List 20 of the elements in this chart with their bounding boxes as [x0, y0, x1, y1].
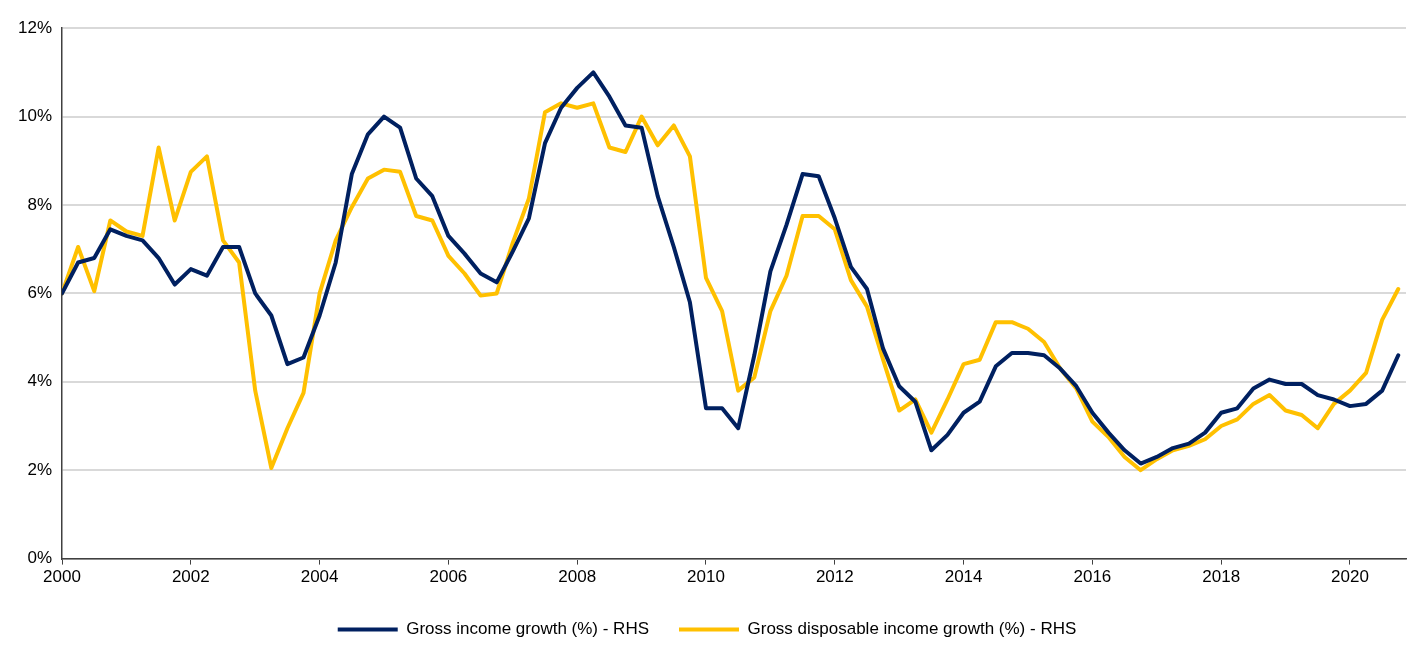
y-tick-label: 6% — [27, 283, 53, 303]
y-tick-label: 2% — [27, 459, 53, 479]
legend-label: Gross income growth (%) - RHS — [406, 619, 650, 639]
x-tick-label: 2012 — [815, 567, 854, 587]
legend-label: Gross disposable income growth (%) - RHS — [747, 619, 1077, 639]
x-tick-label: 2006 — [429, 567, 468, 587]
y-tick-label: 0% — [27, 548, 53, 568]
y-tick-label: 12% — [17, 17, 53, 37]
y-tick-label: 8% — [27, 194, 53, 214]
x-tick-label: 2008 — [558, 567, 597, 587]
x-tick-label: 2000 — [43, 567, 81, 587]
x-tick-label: 2004 — [300, 567, 339, 587]
x-tick-label: 2016 — [1073, 567, 1112, 587]
y-tick-label: 4% — [27, 371, 53, 391]
x-tick-label: 2014 — [944, 567, 983, 587]
x-tick-label: 2020 — [1331, 567, 1369, 587]
y-tick-label: 10% — [17, 106, 53, 126]
x-tick-label: 2018 — [1202, 567, 1241, 587]
x-tick-label: 2002 — [171, 567, 210, 587]
x-tick-label: 2010 — [687, 567, 725, 587]
